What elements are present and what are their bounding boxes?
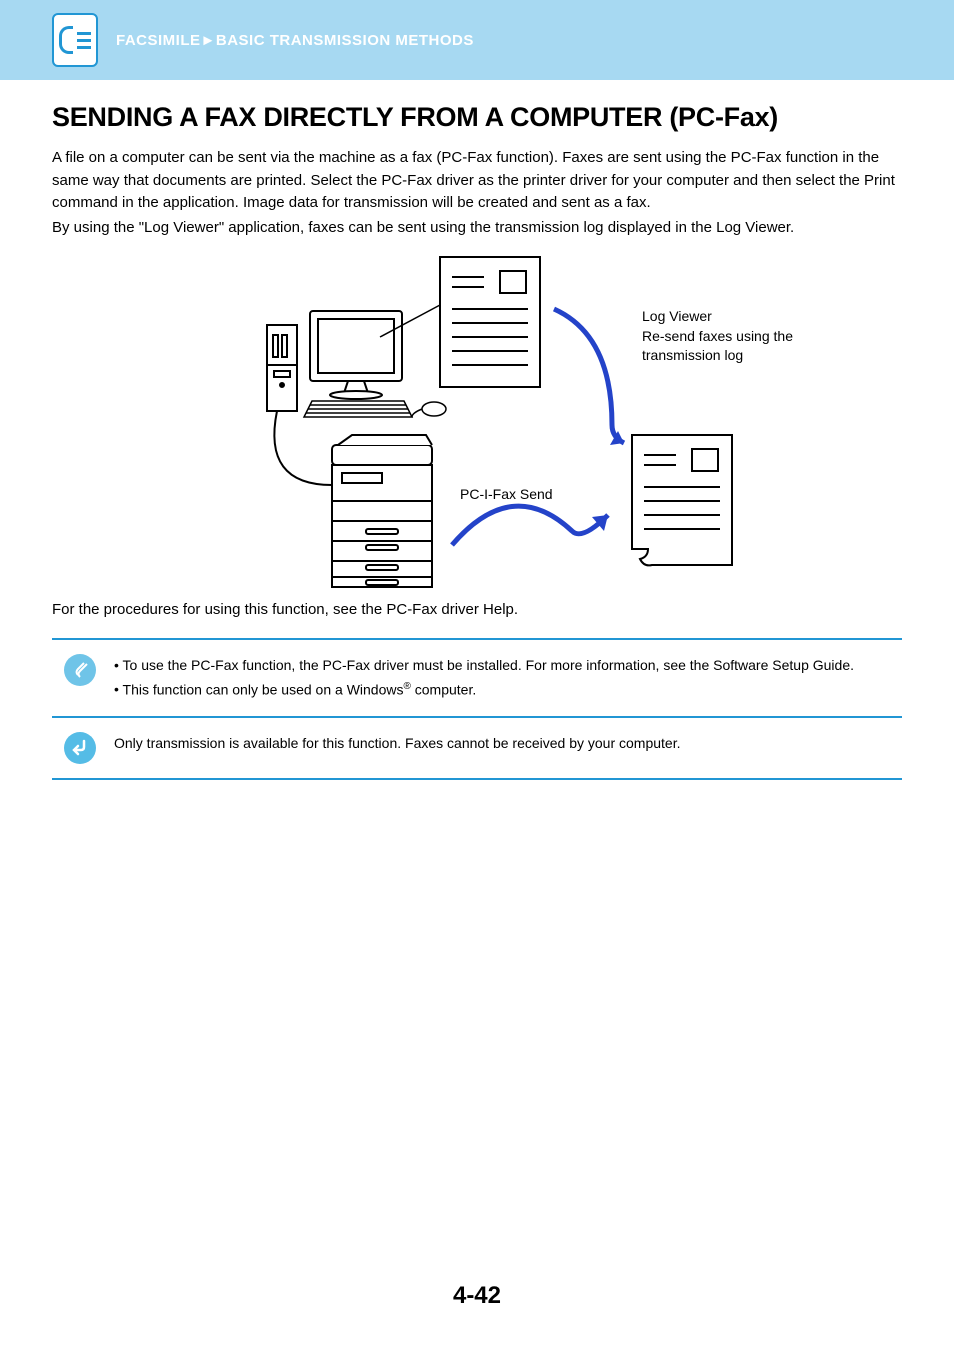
diagram-label-logviewer: Log Viewer Re-send faxes using the trans… xyxy=(642,307,793,366)
breadcrumb: FACSIMILE►BASIC TRANSMISSION METHODS xyxy=(116,32,474,49)
breadcrumb-sep: ► xyxy=(201,32,216,49)
fax-section-icon xyxy=(52,13,98,67)
header-band: FACSIMILE►BASIC TRANSMISSION METHODS xyxy=(0,0,954,80)
page-content: SENDING A FAX DIRECTLY FROM A COMPUTER (… xyxy=(0,80,954,780)
paperclip-icon xyxy=(64,654,96,686)
page-title: SENDING A FAX DIRECTLY FROM A COMPUTER (… xyxy=(52,102,902,133)
followup-text: For the procedures for using this functi… xyxy=(52,601,902,618)
diagram-svg xyxy=(52,245,902,595)
note-limitation: Only transmission is available for this … xyxy=(52,718,902,780)
breadcrumb-section[interactable]: FACSIMILE xyxy=(116,32,201,49)
note-install: To use the PC-Fax function, the PC-Fax d… xyxy=(52,638,902,718)
note-limitation-text: Only transmission is available for this … xyxy=(114,732,681,756)
intro-paragraph-1: A file on a computer can be sent via the… xyxy=(52,147,902,215)
diagram-label-send: PC-I-Fax Send xyxy=(460,485,553,505)
page-number: 4-42 xyxy=(0,1282,954,1310)
note-install-line2: This function can only be used on a Wind… xyxy=(114,678,854,702)
return-arrow-icon xyxy=(64,732,96,764)
pc-fax-diagram: Log Viewer Re-send faxes using the trans… xyxy=(52,245,902,595)
intro-paragraph-2: By using the "Log Viewer" application, f… xyxy=(52,217,902,240)
breadcrumb-page[interactable]: BASIC TRANSMISSION METHODS xyxy=(216,32,474,49)
note-install-text: To use the PC-Fax function, the PC-Fax d… xyxy=(114,654,854,702)
note-install-line1: To use the PC-Fax function, the PC-Fax d… xyxy=(114,654,854,678)
